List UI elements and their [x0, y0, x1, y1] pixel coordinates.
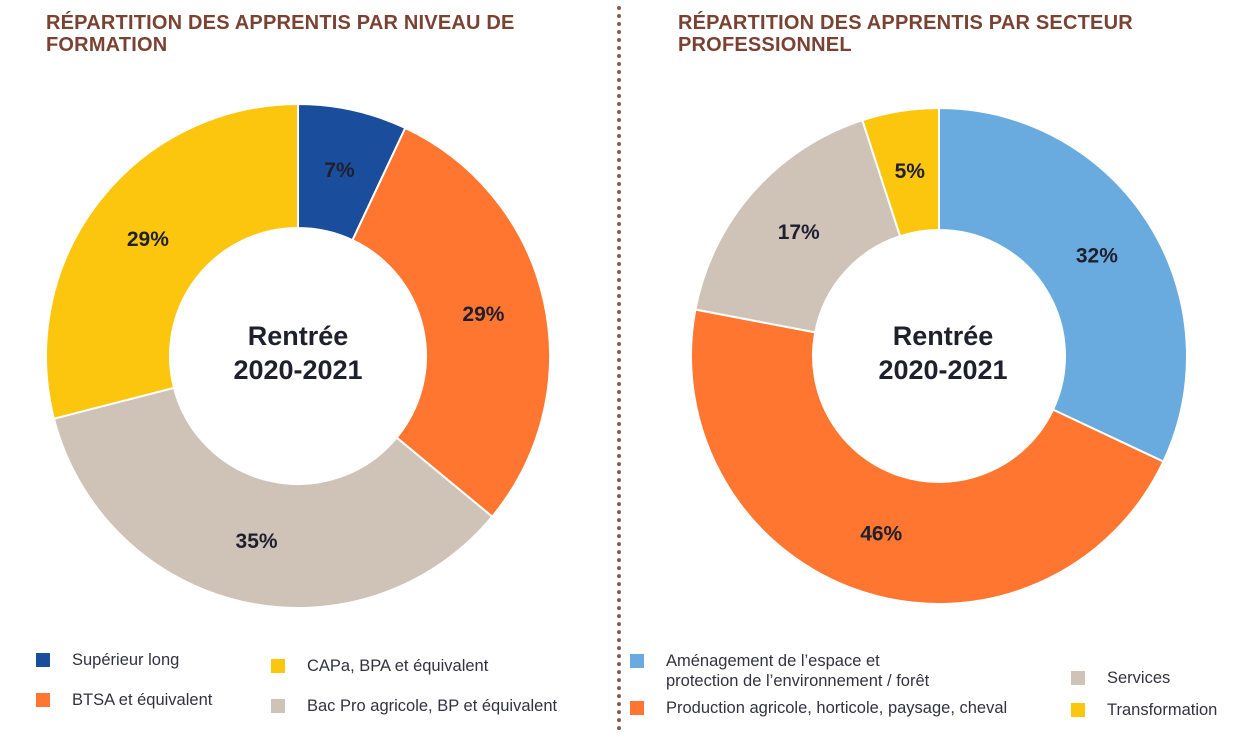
- chart-panel-niveau: RÉPARTITION DES APPRENTIS PAR NIVEAU DE …: [0, 0, 610, 737]
- chart-panel-secteur: RÉPARTITION DES APPRENTIS PAR SECTEUR PR…: [630, 0, 1257, 737]
- legend-item-amenagement: Aménagement de l’espace et protection de…: [630, 651, 929, 691]
- donut-chart-secteur: 32% 46% 17% 5% Rentrée 2020-2021: [690, 106, 1188, 605]
- legend-item-btsa: BTSA et équivalent: [36, 690, 212, 710]
- slice-production-agricole-horticole-paysage-cheval: [690, 308, 1165, 605]
- legend-item-production: Production agricole, horticole, paysage,…: [630, 698, 1007, 718]
- legend-label: CAPa, BPA et équivalent: [307, 657, 489, 675]
- legend-swatch: [36, 693, 50, 707]
- legend-label: Transformation: [1107, 701, 1218, 719]
- center-label-line1: Rentrée: [248, 321, 349, 351]
- slice-label-superieur-long: 7%: [324, 159, 355, 182]
- legend-label: Services: [1107, 669, 1171, 687]
- slice-btsa-et-equivalent: [351, 126, 551, 519]
- legend-label: BTSA et équivalent: [72, 691, 213, 709]
- slice-services: [694, 118, 902, 334]
- slice-amenagement-de-l-espace-et-protection-de-l-environnement-foret: [938, 106, 1188, 463]
- legend-swatch: [630, 654, 644, 668]
- slice-label-amenagement-de-l-espace-et-protection-de-l-environnement-foret: 32%: [1076, 244, 1118, 267]
- legend-swatch: [1071, 703, 1085, 717]
- slice-transformation: [861, 106, 940, 238]
- chart-title-niveau: RÉPARTITION DES APPRENTIS PAR NIVEAU DE …: [46, 12, 515, 56]
- slice-label-btsa-et-equivalent: 29%: [462, 303, 504, 326]
- legend-label: Aménagement de l’espace et protection de…: [666, 652, 930, 690]
- legend-swatch: [630, 701, 644, 715]
- legend-label: Production agricole, horticole, paysage,…: [666, 699, 1008, 717]
- slice-label-capa-bpa-et-equivalent: 29%: [127, 228, 169, 251]
- legend-label: Supérieur long: [72, 651, 180, 669]
- slice-capa-bpa-et-equivalent: [45, 102, 299, 420]
- center-label-line2: 2020-2021: [878, 355, 1007, 385]
- legend-item-services: Services: [1071, 668, 1170, 688]
- center-label-line2: 2020-2021: [233, 355, 362, 385]
- legend-swatch: [36, 653, 50, 667]
- dotted-divider: [617, 6, 621, 731]
- legend-swatch: [271, 659, 285, 673]
- slice-label-bac-pro-agricole-bp-et-equivalent: 35%: [236, 530, 278, 553]
- legend-item-capa: CAPa, BPA et équivalent: [271, 656, 488, 676]
- slice-label-transformation: 5%: [895, 160, 926, 183]
- legend-item-superieur-long: Supérieur long: [36, 650, 179, 670]
- legend-label: Bac Pro agricole, BP et équivalent: [307, 697, 558, 715]
- center-label-line1: Rentrée: [893, 321, 994, 351]
- donut-chart-niveau: 7% 29% 35% 29% Rentrée 2020-2021: [45, 102, 551, 609]
- slice-bac-pro-agricole-bp-et-equivalent: [52, 386, 494, 609]
- legend-item-bac-pro: Bac Pro agricole, BP et équivalent: [271, 696, 557, 716]
- slice-label-services: 17%: [778, 221, 820, 244]
- chart-title-secteur: RÉPARTITION DES APPRENTIS PAR SECTEUR PR…: [678, 12, 1133, 56]
- legend-swatch: [271, 699, 285, 713]
- legend-swatch: [1071, 671, 1085, 685]
- slice-label-production-agricole-horticole-paysage-cheval: 46%: [860, 522, 902, 545]
- legend-item-transformation: Transformation: [1071, 700, 1217, 720]
